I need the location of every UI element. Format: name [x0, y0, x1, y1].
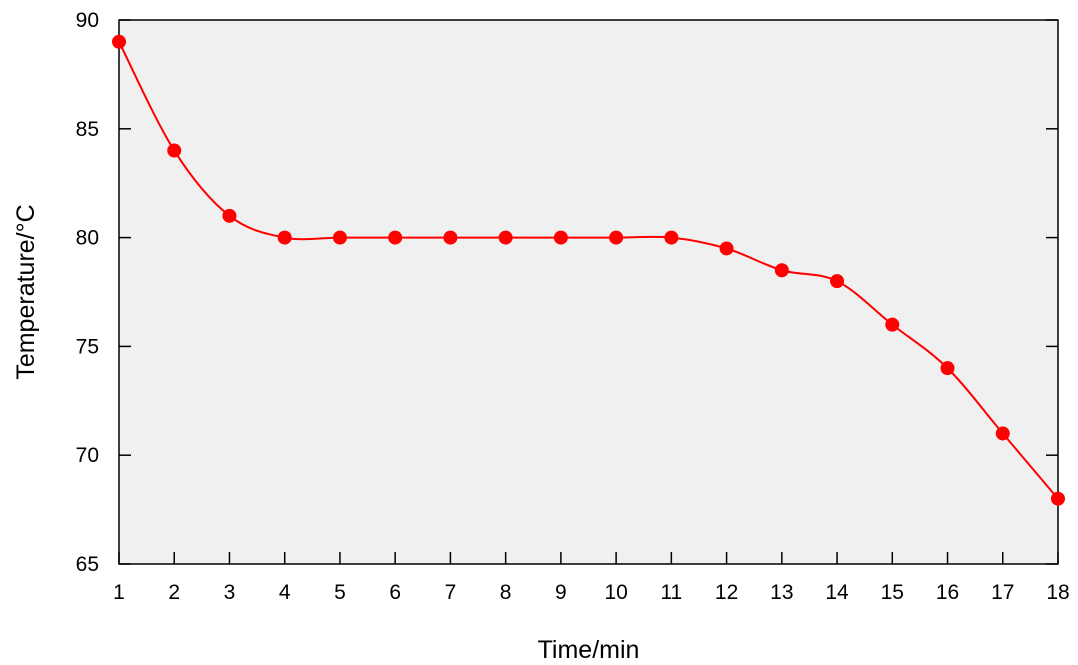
series-line [118, 41, 1059, 500]
data-point [995, 426, 1010, 441]
data-point [167, 143, 182, 158]
x-tick-label: 5 [334, 581, 346, 604]
data-point [112, 34, 126, 49]
y-tick-label: 70 [76, 444, 99, 467]
x-tick-label: 17 [991, 581, 1014, 604]
x-tick-label: 13 [770, 581, 793, 604]
x-tick-label: 9 [555, 581, 567, 604]
data-point [553, 230, 568, 245]
x-tick-label: 6 [389, 581, 401, 604]
x-axis-title: Time/min [538, 636, 640, 664]
y-tick-label: 85 [76, 118, 99, 141]
plot-area [118, 19, 1059, 565]
y-tick-label: 90 [76, 9, 99, 32]
data-point [774, 263, 789, 278]
data-point [664, 230, 679, 245]
data-point [1051, 491, 1065, 506]
x-tick-label: 4 [279, 581, 291, 604]
data-point [719, 241, 734, 256]
x-tick-label: 2 [168, 581, 180, 604]
x-tick-label: 11 [660, 581, 682, 604]
data-point [940, 361, 955, 376]
y-tick-label: 65 [76, 553, 99, 576]
data-point [277, 230, 292, 245]
x-tick-label: 18 [1046, 581, 1069, 604]
data-point [609, 230, 624, 245]
data-point [443, 230, 458, 245]
y-tick-label: 80 [76, 227, 99, 250]
data-point [830, 274, 845, 289]
x-tick-label: 16 [936, 581, 959, 604]
x-tick-labels: 1 2 3 4 5 6 7 8 9 10 11 12 13 14 15 16 17 18 [113, 581, 1070, 604]
x-tick-label: 8 [500, 581, 512, 604]
data-point [498, 230, 513, 245]
y-tick-label: 75 [76, 335, 99, 358]
x-tick-label: 7 [445, 581, 457, 604]
x-tick-label: 3 [224, 581, 236, 604]
x-tick-label: 14 [825, 581, 849, 604]
data-point [388, 230, 403, 245]
y-tick-labels: 65 70 75 80 85 90 [76, 9, 99, 576]
x-tick-label: 1 [113, 581, 125, 604]
x-tick-label: 10 [604, 581, 627, 604]
x-tick-label: 15 [881, 581, 904, 604]
data-point [885, 317, 900, 332]
x-tick-label: 12 [715, 581, 738, 604]
data-point [222, 208, 237, 223]
y-axis-title: Temperature/°C [12, 204, 40, 379]
axis-ticks [118, 19, 1059, 565]
data-point [332, 230, 347, 245]
data-points [112, 34, 1065, 506]
